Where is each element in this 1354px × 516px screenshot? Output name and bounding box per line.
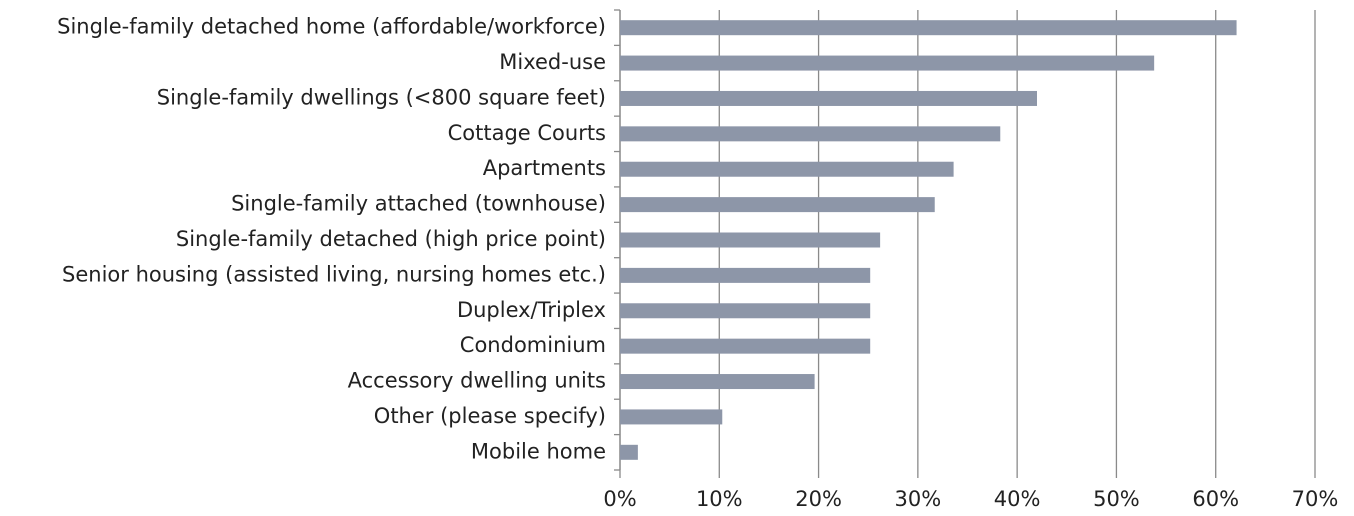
y-tick-label: Accessory dwelling units: [348, 369, 606, 393]
bar: [620, 55, 1155, 71]
y-tick-label: Other (please specify): [374, 404, 606, 428]
bar: [620, 303, 871, 319]
y-tick-label: Mixed-use: [499, 50, 606, 74]
y-tick-label: Apartments: [483, 156, 606, 180]
y-tick-label: Single-family detached home (affordable/…: [57, 15, 606, 39]
bar: [620, 409, 723, 425]
y-tick-label: Single-family detached (high price point…: [176, 227, 606, 251]
x-tick-label: 60%: [1192, 487, 1239, 511]
x-tick-label: 50%: [1093, 487, 1140, 511]
y-tick-label: Single-family attached (townhouse): [231, 192, 606, 216]
bar: [620, 90, 1037, 106]
x-tick-label: 70%: [1292, 487, 1339, 511]
bar: [620, 161, 954, 177]
x-tick-label: 0%: [603, 487, 636, 511]
bar: [620, 267, 871, 283]
y-tick-label: Mobile home: [471, 439, 606, 463]
y-tick-label: Cottage Courts: [448, 121, 606, 145]
bar: [620, 126, 1001, 142]
y-tick-label: Duplex/Triplex: [457, 298, 606, 322]
y-tick-label: Condominium: [460, 333, 606, 357]
bar: [620, 444, 638, 460]
bar: [620, 232, 881, 248]
y-tick-label: Single-family dwellings (<800 square fee…: [157, 85, 606, 109]
bar: [620, 374, 815, 390]
y-tick-label: Senior housing (assisted living, nursing…: [62, 262, 606, 286]
x-tick-label: 10%: [696, 487, 743, 511]
x-tick-label: 20%: [795, 487, 842, 511]
bar: [620, 338, 871, 354]
x-tick-label: 30%: [895, 487, 942, 511]
bar: [620, 197, 935, 213]
x-tick-label: 40%: [994, 487, 1041, 511]
bar: [620, 20, 1237, 36]
